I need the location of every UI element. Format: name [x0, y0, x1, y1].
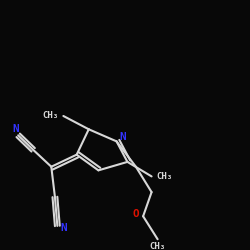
Text: CH₃: CH₃	[42, 112, 58, 120]
Text: N: N	[119, 132, 126, 142]
Text: CH₃: CH₃	[157, 172, 173, 181]
Text: N: N	[60, 223, 67, 233]
Text: N: N	[12, 124, 19, 134]
Text: CH₃: CH₃	[150, 242, 166, 250]
Text: O: O	[133, 209, 140, 219]
